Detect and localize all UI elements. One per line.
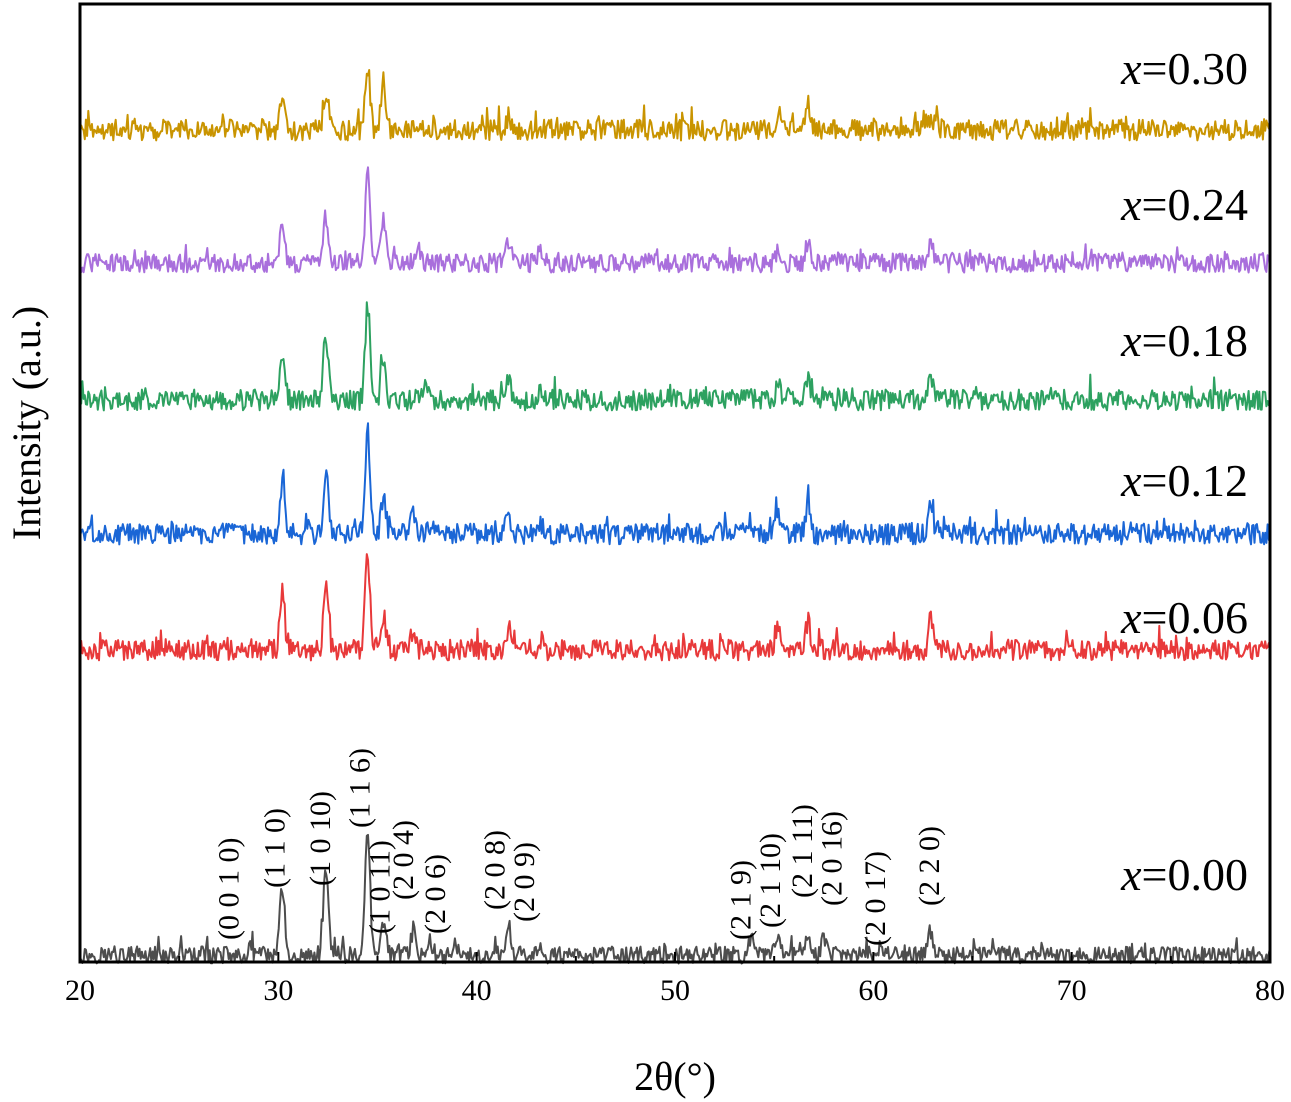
series-label-0.00: x=0.00 [1120, 849, 1248, 900]
x-tick-label: 20 [65, 974, 95, 1007]
hkl-label: (2 1 11) [786, 804, 819, 898]
series-labels: x=0.00 x=0.06 x=0.12 x=0.18 x=0.24 x=0.30 [1120, 43, 1248, 900]
hkl-label: (0 0 1 0) [213, 838, 246, 940]
x-tick-label: 80 [1255, 974, 1285, 1007]
x-tick-label: 60 [858, 974, 888, 1007]
hkl-label: (2 1 9) [724, 860, 757, 940]
hkl-label: (2 1 10) [754, 833, 787, 928]
x-axis-ticks: 20 30 40 50 60 70 80 [65, 952, 1285, 1007]
hkl-label: (1 1 6) [344, 748, 377, 828]
hkl-label: (2 0 16) [816, 811, 849, 906]
y-axis-title: Intensity (a.u.) [4, 306, 49, 540]
hkl-label: (1 0 11) [363, 840, 396, 934]
hkl-label: (2 0 4) [387, 820, 420, 900]
hkl-label: (2 0 9) [508, 842, 541, 922]
series-trace-0.18 [79, 301, 1271, 412]
series-trace-0.24 [79, 166, 1271, 274]
hkl-label: (2 0 17) [859, 851, 892, 946]
series-label-0.06: x=0.06 [1120, 592, 1248, 643]
series-label-0.18: x=0.18 [1120, 315, 1248, 366]
hkl-label: (2 0 8) [478, 830, 511, 910]
series-trace-0.06 [79, 553, 1271, 662]
x-tick-label: 70 [1057, 974, 1087, 1007]
hkl-label: (1 0 10) [304, 791, 337, 886]
hkl-label: (1 1 0) [258, 808, 291, 888]
hkl-annotations: (0 0 1 0) (1 1 0) (1 0 10)(1 1 6)(1 0 11)(… [213, 748, 946, 946]
hkl-label: (2 0 6) [419, 854, 452, 934]
series-trace-0.30 [79, 69, 1271, 142]
x-tick-label: 40 [462, 974, 492, 1007]
x-tick-label: 30 [263, 974, 293, 1007]
x-tick-label: 50 [660, 974, 690, 1007]
x-axis-title: 2θ(°) [634, 1054, 716, 1099]
series-label-0.24: x=0.24 [1120, 179, 1248, 230]
series-label-0.12: x=0.12 [1120, 455, 1248, 506]
series-label-0.30: x=0.30 [1120, 43, 1248, 94]
hkl-label: (2 2 0) [913, 826, 946, 906]
series-trace-0.12 [79, 422, 1271, 546]
